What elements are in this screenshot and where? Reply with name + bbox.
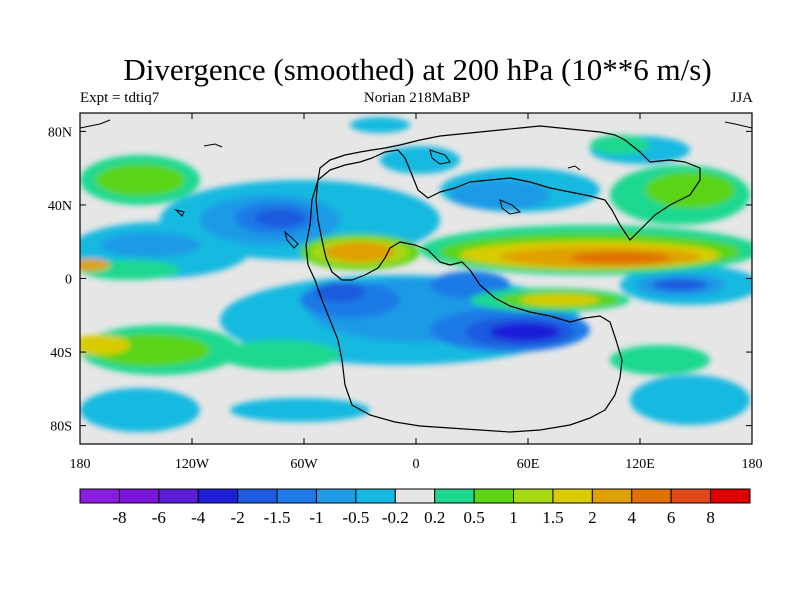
contour-region [490, 323, 560, 341]
contour-region [80, 388, 200, 432]
colorbar-label: 1.5 [542, 508, 563, 527]
colorbar-swatch [434, 488, 475, 504]
contour-region [430, 271, 510, 299]
colorbar-label: -1 [309, 508, 323, 527]
colorbar-label: -0.2 [382, 508, 409, 527]
contour-region [610, 345, 710, 375]
divergence-field [80, 117, 752, 432]
contour-region [315, 282, 365, 302]
x-tick-label: 120W [175, 457, 210, 472]
contour-region [590, 135, 650, 155]
colorbar-swatch [197, 488, 239, 504]
x-tick-label: 180 [70, 457, 91, 472]
colorbar-swatch [513, 488, 554, 504]
colorbar-swatch [276, 488, 317, 504]
contour-region [520, 294, 600, 306]
contour-region [220, 340, 340, 370]
x-tick-label: 0 [413, 457, 420, 472]
y-tick-label: 80S [50, 420, 72, 435]
colorbar-label: -8 [112, 508, 126, 527]
x-axis: 180 120W 60W 0 60E 120E 180 [70, 113, 763, 472]
contour-region [450, 180, 550, 210]
colorbar-label: -6 [152, 508, 166, 527]
contour-region [325, 242, 395, 262]
y-tick-label: 80N [48, 125, 72, 140]
contour-region [645, 172, 735, 208]
colorbar-swatch [631, 488, 672, 504]
colorbar-swatch [710, 488, 751, 504]
colorbar-swatch [79, 488, 120, 504]
contour-region [255, 209, 305, 227]
contour-region [652, 279, 708, 291]
y-tick-label: 0 [65, 273, 72, 288]
coastline [305, 125, 701, 433]
season-label: JJA [730, 90, 753, 106]
x-tick-label: 60W [290, 457, 318, 472]
x-tick-label: 120E [625, 457, 655, 472]
colorbar-label: 6 [667, 508, 676, 527]
period-label: Norian 218MaBP [363, 90, 471, 106]
colorbar-label: 8 [706, 508, 715, 527]
colorbar: -8 -6 -4 -2 -1.5 -1 -0.5 -0.2 0.2 0.5 1 1.5 2 4 6 8 [79, 488, 751, 527]
colorbar-swatch [552, 488, 593, 504]
colorbar-swatch [158, 488, 199, 504]
map-panel [80, 113, 752, 444]
contour-region [630, 375, 750, 425]
map-title: Divergence (smoothed) at 200 hPa (10**6 … [123, 52, 712, 87]
colorbar-label: -2 [231, 508, 245, 527]
colorbar-swatch [394, 488, 436, 504]
colorbar-label: 0.5 [463, 508, 484, 527]
experiment-label: Expt = tdtiq7 [80, 90, 160, 106]
contour-region [80, 259, 110, 271]
colorbar-label: 2 [588, 508, 597, 527]
colorbar-swatch [237, 488, 278, 504]
colorbar-label: -0.5 [342, 508, 369, 527]
colorbar-swatch [355, 488, 396, 504]
y-tick-label: 40N [48, 199, 72, 214]
contour-region [350, 117, 410, 133]
x-tick-label: 60E [517, 457, 540, 472]
colorbar-label: 4 [628, 508, 637, 527]
contour-region [95, 164, 185, 196]
colorbar-swatch [315, 488, 357, 504]
contour-region [230, 398, 370, 422]
colorbar-label: -1.5 [264, 508, 291, 527]
colorbar-label: -4 [191, 508, 206, 527]
contour-region [100, 233, 200, 257]
colorbar-swatch [591, 488, 633, 504]
contour-region [570, 252, 670, 264]
colorbar-label: 0.2 [424, 508, 445, 527]
y-tick-label: 40S [50, 346, 72, 361]
coastline [80, 119, 752, 249]
contour-region [80, 335, 130, 355]
colorbar-label: 1 [509, 508, 518, 527]
y-axis: 80N 40N 0 40S 80S [48, 125, 752, 435]
colorbar-swatch [118, 488, 160, 504]
x-tick-label: 180 [742, 457, 763, 472]
colorbar-swatch [473, 488, 515, 504]
colorbar-swatch [670, 488, 712, 504]
